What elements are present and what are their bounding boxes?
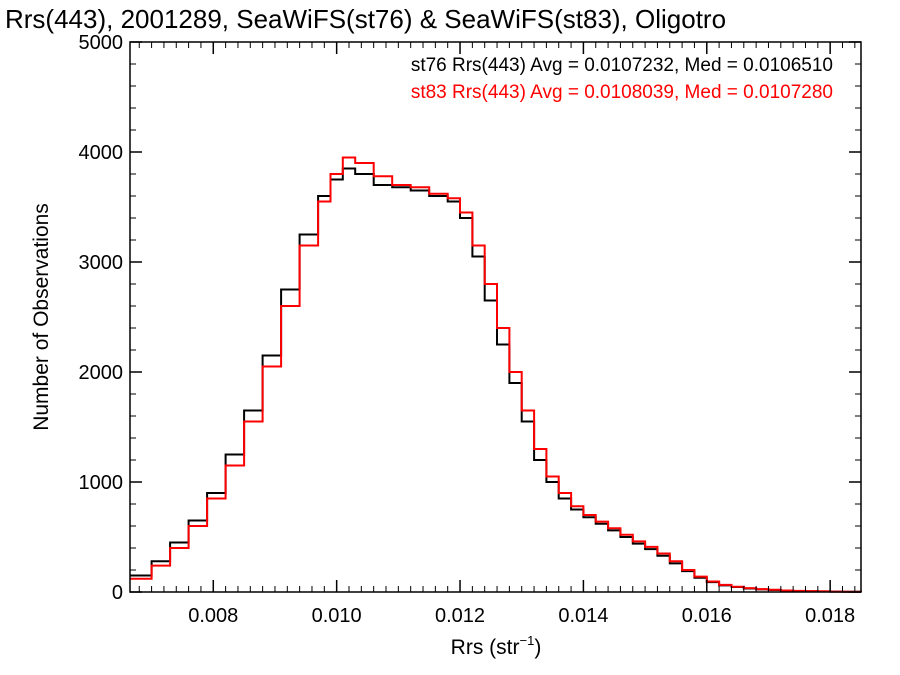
legend: st76 Rrs(443) Avg = 0.0107232, Med = 0.0… xyxy=(411,55,833,103)
series-line-st83 xyxy=(130,156,862,593)
x-tick-label: 0.018 xyxy=(805,605,855,627)
plot-area xyxy=(130,156,862,593)
x-axis-ticks: 0.008 0.010 0.012 0.014 0.016 0.018 xyxy=(138,42,856,627)
y-tick-label: 4000 xyxy=(79,142,124,164)
y-axis-ticks: 0 1000 2000 3000 4000 5000 xyxy=(79,32,861,604)
y-tick-label: 0 xyxy=(112,582,123,604)
y-tick-label: 2000 xyxy=(79,362,124,384)
x-axis-label-end: ) xyxy=(534,636,541,659)
x-axis-label: Rrs (str−1) xyxy=(451,633,542,659)
y-tick-label: 5000 xyxy=(79,32,124,54)
x-tick-label: 0.012 xyxy=(435,605,485,627)
x-tick-label: 0.010 xyxy=(312,605,362,627)
y-axis-label: Number of Observations xyxy=(30,203,53,431)
x-tick-label: 0.008 xyxy=(188,605,238,627)
x-tick-label: 0.014 xyxy=(558,605,608,627)
x-axis-label-exponent: −1 xyxy=(520,633,535,648)
y-tick-label: 1000 xyxy=(79,472,124,494)
series-line-st76 xyxy=(130,167,862,593)
legend-entry-st76: st76 Rrs(443) Avg = 0.0107232, Med = 0.0… xyxy=(411,55,833,76)
chart-title: Rrs(443), 2001289, SeaWiFS(st76) & SeaWi… xyxy=(5,4,726,34)
x-axis-label-main: Rrs (str xyxy=(451,636,520,659)
y-tick-label: 3000 xyxy=(79,252,124,274)
plot-frame xyxy=(129,41,862,593)
legend-entry-st83: st83 Rrs(443) Avg = 0.0108039, Med = 0.0… xyxy=(411,82,833,103)
x-tick-label: 0.016 xyxy=(682,605,732,627)
